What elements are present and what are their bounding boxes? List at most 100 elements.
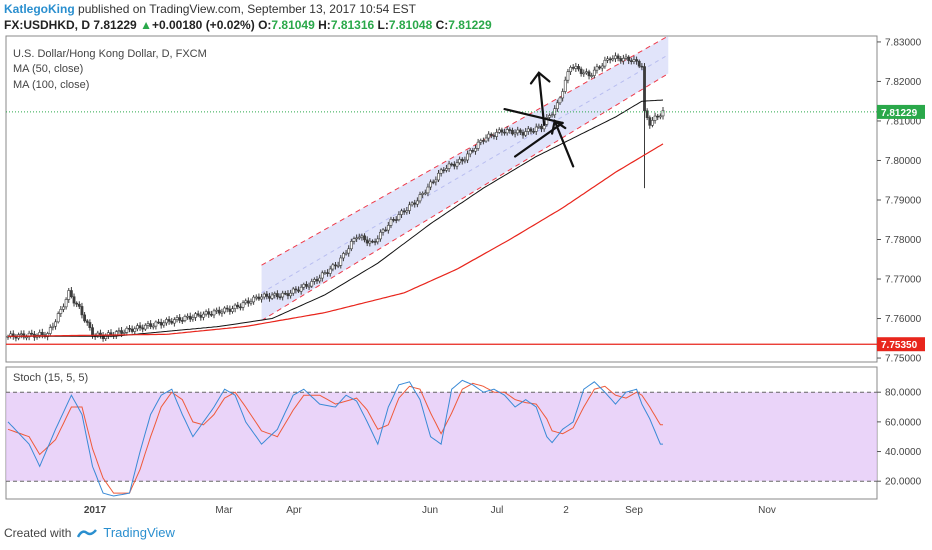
candle [83, 311, 86, 323]
candle-body-up [355, 237, 359, 240]
candle [635, 56, 638, 65]
candle [231, 305, 234, 314]
candle-body-up [524, 131, 528, 136]
candle [397, 211, 401, 222]
candle-body-up [606, 58, 609, 61]
candle [275, 290, 279, 300]
candle-body-down [228, 308, 232, 312]
candle-body-up [545, 117, 549, 125]
candle-body-down [178, 317, 182, 321]
candle-body-down [637, 60, 641, 67]
candle [637, 59, 641, 69]
candle [400, 208, 403, 218]
candle [204, 309, 208, 317]
channel-mid-line [261, 54, 669, 294]
candle-body-down [138, 325, 142, 329]
channel-fill [261, 36, 669, 321]
price-pane[interactable]: 7.83000 7.82000 7.81000 7.80000 7.79000 7.780… [5, 35, 925, 365]
candle-body-up [54, 321, 57, 327]
candle [365, 236, 369, 247]
candle [239, 303, 242, 311]
candle [315, 276, 319, 285]
candle-body-up [651, 120, 654, 126]
candle-body-up [260, 296, 263, 300]
candle [653, 112, 657, 124]
candle [577, 63, 580, 72]
price-tick-label: 7.83000 [885, 37, 922, 48]
stoch-pane[interactable]: 80.0000 60.0000 40.0000 20.0000 [5, 366, 922, 500]
candle [199, 311, 203, 321]
candle-body-up [429, 181, 432, 188]
candle [236, 301, 240, 310]
candle [299, 284, 303, 295]
candle-body-up [154, 321, 158, 327]
candle-body-up [273, 293, 277, 296]
candle-body-up [289, 292, 293, 297]
candle [500, 127, 504, 136]
candle [418, 191, 422, 204]
candle-body-down [265, 293, 269, 297]
candle-body-up [458, 158, 462, 164]
candle [619, 55, 623, 64]
candle-body-up [574, 66, 578, 69]
candle-body-down [587, 71, 591, 77]
candle [579, 66, 583, 77]
candle-body-down [257, 296, 261, 300]
price-tick-label: 7.78000 [885, 235, 922, 246]
candle-body-up [526, 128, 530, 132]
candle [482, 137, 485, 145]
candle-body-up [410, 202, 414, 206]
price-pane-frame [5, 35, 878, 363]
candle [352, 236, 356, 245]
price-tick-label: 7.82000 [885, 77, 922, 88]
candle [458, 156, 462, 165]
candle-body-down [471, 150, 475, 152]
candle [598, 65, 602, 70]
candle-body-up [191, 317, 195, 320]
candle-body-up [445, 168, 448, 171]
candle-body-up [262, 293, 266, 298]
candle-body-up [534, 126, 538, 132]
candle-body-up [231, 308, 234, 312]
candle [64, 297, 68, 310]
candle-body-down [402, 210, 406, 213]
price-tick-label: 7.77000 [885, 275, 922, 286]
candle [165, 317, 168, 326]
chart-area[interactable]: 7.83000 7.82000 7.81000 7.80000 7.79000 7.780… [0, 0, 932, 522]
tradingview-brand[interactable]: TradingView [103, 525, 175, 540]
candle [278, 293, 282, 300]
published-text: published on TradingView.com, September … [78, 2, 417, 16]
candle-body-down [482, 140, 485, 142]
candle-body-down [326, 272, 329, 274]
candle-body-up [336, 265, 340, 267]
candle [14, 333, 18, 342]
candle [384, 226, 388, 232]
candle [228, 305, 232, 315]
candle [331, 262, 335, 272]
candle [85, 319, 89, 326]
candle [516, 126, 520, 136]
candle [606, 56, 609, 64]
candle-body-up [569, 67, 572, 73]
candle-body-down [88, 322, 92, 328]
stoch-d-line [7, 382, 663, 494]
candle [38, 329, 42, 339]
candle-body-up [25, 336, 28, 339]
candle-body-up [339, 257, 343, 266]
candle-body-up [437, 172, 440, 181]
author-link[interactable]: KatlegoKing [4, 2, 75, 16]
candle [260, 293, 263, 303]
candle [302, 282, 306, 291]
candle-body-down [503, 131, 506, 134]
candle-body-up [244, 300, 248, 304]
candle [233, 303, 237, 313]
candle [334, 262, 337, 270]
candle [585, 68, 588, 75]
candle-body-up [344, 252, 348, 255]
candle [320, 270, 324, 282]
candle-body-up [51, 325, 55, 328]
candle [616, 53, 620, 62]
candle-body-down [196, 313, 200, 316]
low-value: 7.81048 [388, 18, 433, 32]
candle [368, 237, 372, 247]
